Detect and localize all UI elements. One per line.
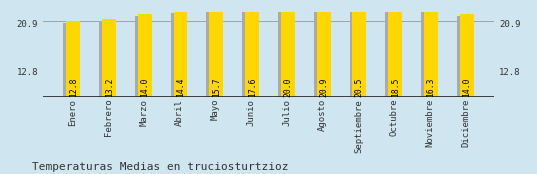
Bar — [173, 12, 187, 97]
Bar — [385, 0, 396, 97]
Text: 16.3: 16.3 — [426, 77, 436, 97]
Bar — [245, 0, 259, 97]
Bar — [421, 2, 432, 97]
Bar — [350, 0, 361, 97]
Text: 18.5: 18.5 — [390, 77, 400, 97]
Bar — [460, 14, 474, 97]
Text: 20.5: 20.5 — [355, 77, 364, 97]
Text: 15.7: 15.7 — [212, 77, 221, 97]
Bar — [171, 13, 182, 97]
Bar — [281, 0, 295, 97]
Bar — [138, 14, 152, 97]
Bar — [317, 0, 330, 97]
Text: 14.0: 14.0 — [462, 77, 471, 97]
Text: 14.0: 14.0 — [140, 77, 149, 97]
Text: 17.6: 17.6 — [248, 77, 257, 97]
Bar — [209, 4, 223, 97]
Text: 20.9: 20.9 — [319, 77, 328, 97]
Bar — [314, 0, 325, 97]
Bar — [207, 6, 218, 97]
Bar — [457, 16, 468, 97]
Bar — [352, 0, 366, 97]
Bar — [63, 23, 75, 97]
Text: Temperaturas Medias en truciosturtzioz: Temperaturas Medias en truciosturtzioz — [32, 162, 289, 172]
Text: 13.2: 13.2 — [105, 77, 114, 97]
Bar — [135, 16, 146, 97]
Bar — [242, 0, 253, 97]
Bar — [67, 21, 80, 97]
Text: 14.4: 14.4 — [176, 77, 185, 97]
Bar — [102, 19, 116, 97]
Bar — [278, 0, 289, 97]
Text: 20.0: 20.0 — [284, 77, 292, 97]
Bar — [99, 21, 111, 97]
Text: 12.8: 12.8 — [69, 77, 78, 97]
Bar — [424, 0, 438, 97]
Bar — [388, 0, 402, 97]
